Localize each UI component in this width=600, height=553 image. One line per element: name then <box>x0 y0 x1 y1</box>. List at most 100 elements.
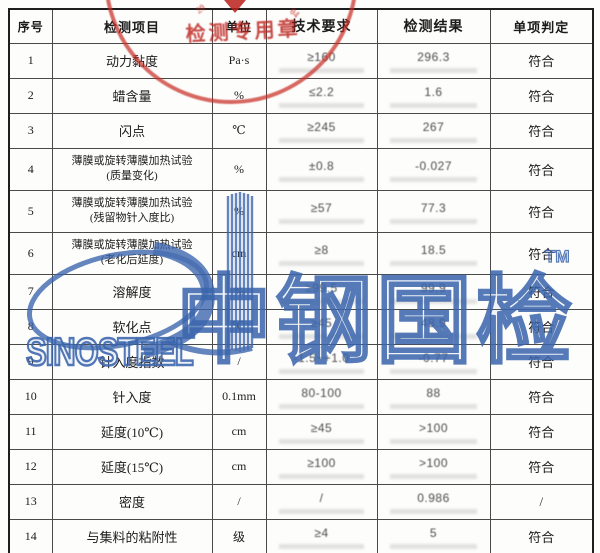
cell-result: 267 <box>376 112 491 149</box>
requirement-value: ≥99.5 <box>305 281 338 295</box>
requirement-value: ≥45 <box>310 421 333 435</box>
cell-requirement: ±0.8 <box>265 147 378 191</box>
cell-result: >100 <box>376 448 491 485</box>
table-row: 10 针入度 0.1mm 80-100 88 符合 <box>8 378 594 415</box>
requirement-value: ≥8 <box>314 242 329 257</box>
item-name: 蜡含量 <box>112 89 152 104</box>
item-name: 薄膜或旋转薄膜加热试验 <box>71 155 193 168</box>
cell-serial: 4 <box>8 147 53 191</box>
cell-unit: / <box>211 343 267 380</box>
cell-serial: 11 <box>8 413 53 450</box>
cell-requirement: ≥160 <box>265 42 378 79</box>
requirement-value: ≤2.2 <box>308 85 335 99</box>
cell-serial: 8 <box>8 308 53 345</box>
item-name: 闪点 <box>118 124 145 139</box>
table-row: 6 薄膜或旋转薄膜加热试验 (老化后延度) cm ≥8 18.5 符合 <box>8 231 594 275</box>
item-name: 延度(10℃) <box>100 425 164 440</box>
cell-item: 薄膜或旋转薄膜加热试验 (残留物针入度比) <box>51 189 213 233</box>
header-item: 检测项目 <box>51 8 213 44</box>
cell-judgement: 符合 <box>489 42 594 79</box>
cell-unit: cm <box>211 231 267 275</box>
cell-result: 0.986 <box>376 483 491 520</box>
cell-item: 延度(15℃) <box>51 448 213 485</box>
result-value: 88 <box>426 386 441 400</box>
table-row: 11 延度(10℃) cm ≥45 >100 符合 <box>8 413 594 450</box>
cell-serial: 13 <box>8 483 53 520</box>
cell-requirement: ≥245 <box>265 112 378 149</box>
cell-serial: 1 <box>8 42 53 79</box>
cell-serial: 9 <box>8 343 53 380</box>
table-row: 5 薄膜或旋转薄膜加热试验 (残留物针入度比) % ≥57 77.3 符合 <box>8 189 594 233</box>
cell-serial: 6 <box>8 231 53 275</box>
item-subname: (质量变化) <box>106 170 158 182</box>
item-name: 动力黏度 <box>105 54 158 69</box>
cell-serial: 2 <box>8 77 53 114</box>
result-value: 48.9 <box>420 316 447 330</box>
result-value: >100 <box>418 421 449 435</box>
cell-item: 与集料的粘附性 <box>51 518 213 553</box>
cell-unit: % <box>211 189 267 233</box>
cell-judgement: 符合 <box>489 189 594 233</box>
header-unit: 单位 <box>211 8 267 44</box>
cell-serial: 7 <box>8 273 53 310</box>
cell-requirement: ≥100 <box>265 448 378 485</box>
requirement-value: ±0.8 <box>308 158 335 173</box>
cell-requirement: ≥45 <box>265 413 378 450</box>
report-table-body: 1 动力黏度 Pa·s ≥160 296.3 符合 2 蜡含量 % ≤2.2 <box>8 42 594 553</box>
header-row: 序号 检测项目 单位 技术要求 检测结果 单项判定 <box>8 8 594 44</box>
cell-item: 薄膜或旋转薄膜加热试验 (老化后延度) <box>51 231 213 275</box>
result-value: -0.027 <box>414 158 453 173</box>
result-value: 1.6 <box>424 85 443 99</box>
table-row: 1 动力黏度 Pa·s ≥160 296.3 符合 <box>8 42 594 79</box>
cell-judgement: 符合 <box>489 448 594 485</box>
cell-judgement: 符合 <box>489 413 594 450</box>
item-name: 溶解度 <box>112 285 152 300</box>
requirement-value: -1.5~+1.0 <box>293 351 350 365</box>
cell-result: -0.027 <box>376 147 491 191</box>
requirement-value: ≥45 <box>310 316 333 330</box>
cell-judgement: 符合 <box>489 112 594 149</box>
test-report-table: 序号 检测项目 单位 技术要求 检测结果 单项判定 1 动力黏度 Pa·s ≥1… <box>8 8 594 553</box>
cell-item: 密度 <box>51 483 213 520</box>
result-value: 267 <box>422 120 445 134</box>
requirement-value: ≥245 <box>307 120 336 134</box>
cell-unit: cm <box>211 448 267 485</box>
cell-unit: % <box>211 77 267 114</box>
item-name: 针入度指数 <box>99 355 165 370</box>
table-row: 9 针入度指数 / -1.5~+1.0 -0.77 符合 <box>8 343 594 380</box>
result-value: >100 <box>418 456 449 470</box>
cell-judgement: 符合 <box>489 273 594 310</box>
item-name: 延度(15℃) <box>100 460 164 475</box>
cell-result: 5 <box>376 518 491 553</box>
result-value: 5 <box>429 525 438 540</box>
report-table-header: 序号 检测项目 单位 技术要求 检测结果 单项判定 <box>8 8 594 44</box>
cell-unit: 级 <box>211 518 267 553</box>
cell-result: >100 <box>376 413 491 450</box>
cell-serial: 14 <box>8 518 53 553</box>
item-name: 针入度 <box>112 390 152 405</box>
cell-requirement: ≥45 <box>265 308 378 345</box>
cell-result: 88 <box>376 378 491 415</box>
cell-requirement: 80-100 <box>265 378 378 415</box>
item-name: 与集料的粘附性 <box>86 529 178 545</box>
table-row: 4 薄膜或旋转薄膜加热试验 (质量变化) % ±0.8 -0.027 符合 <box>8 147 594 191</box>
result-value: 0.986 <box>417 491 450 505</box>
cell-judgement: 符合 <box>489 77 594 114</box>
table-row: 2 蜡含量 % ≤2.2 1.6 符合 <box>8 77 594 114</box>
cell-serial: 12 <box>8 448 53 485</box>
result-value: 18.5 <box>420 242 447 257</box>
cell-item: 动力黏度 <box>51 42 213 79</box>
cell-judgement: 符合 <box>489 308 594 345</box>
cell-unit: Pa·s <box>211 42 267 79</box>
cell-result: 296.3 <box>376 42 491 79</box>
cell-result: -0.77 <box>376 343 491 380</box>
cell-item: 针入度指数 <box>51 343 213 380</box>
cell-item: 闪点 <box>51 112 213 149</box>
cell-requirement: ≥8 <box>265 231 378 275</box>
cell-serial: 3 <box>8 112 53 149</box>
cell-unit: ℃ <box>211 308 267 345</box>
cell-unit: % <box>211 273 267 310</box>
table-row: 3 闪点 ℃ ≥245 267 符合 <box>8 112 594 149</box>
requirement-value: ≥100 <box>307 456 336 470</box>
